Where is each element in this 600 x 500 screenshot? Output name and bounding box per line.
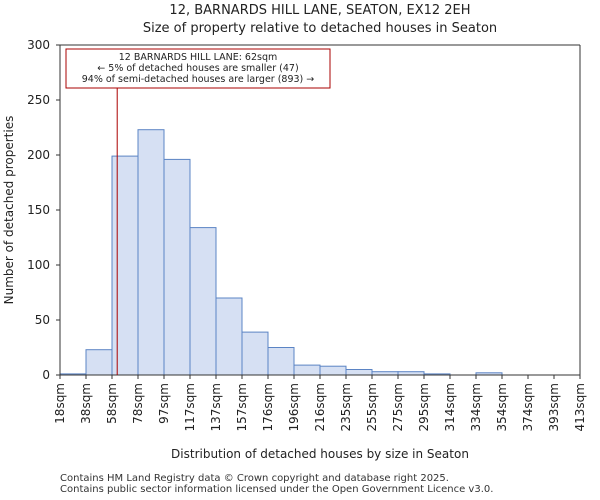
x-tick-label: 58sqm xyxy=(105,383,119,424)
x-tick-label: 176sqm xyxy=(261,383,275,431)
x-tick-label: 413sqm xyxy=(573,383,587,431)
histogram-chart: 12, BARNARDS HILL LANE, SEATON, EX12 2EH… xyxy=(2,3,587,461)
y-tick-label: 150 xyxy=(27,203,50,217)
y-axis-ticks: 0 50 100 150 200 250 300 xyxy=(27,38,60,382)
y-axis-label: Number of detached properties xyxy=(2,116,16,305)
y-tick-label: 100 xyxy=(27,258,50,272)
bar xyxy=(215,297,243,376)
bar xyxy=(293,364,321,376)
x-tick-label: 295sqm xyxy=(417,383,431,431)
x-tick-label: 18sqm xyxy=(53,383,67,424)
annotation-line-3: 94% of semi-detached houses are larger (… xyxy=(82,74,315,85)
x-tick-label: 78sqm xyxy=(131,383,145,424)
x-tick-label: 97sqm xyxy=(157,383,171,424)
y-tick-label: 250 xyxy=(27,93,50,107)
y-tick-label: 300 xyxy=(27,38,50,52)
x-tick-label: 393sqm xyxy=(547,383,561,431)
bar xyxy=(137,129,165,376)
x-tick-label: 275sqm xyxy=(391,383,405,431)
x-axis-label: Distribution of detached houses by size … xyxy=(171,447,469,461)
x-tick-label: 334sqm xyxy=(469,383,483,431)
x-tick-label: 196sqm xyxy=(287,383,301,431)
chart-title: 12, BARNARDS HILL LANE, SEATON, EX12 2EH xyxy=(169,3,470,18)
x-axis-ticks: 18sqm 38sqm 58sqm 78sqm 97sqm 117sqm 137sqm 157… xyxy=(53,375,587,431)
annotation-line-2: ← 5% of detached houses are smaller (47) xyxy=(97,63,298,74)
footer: Contains HM Land Registry data © Crown c… xyxy=(60,473,493,495)
x-tick-label: 255sqm xyxy=(365,383,379,431)
x-tick-label: 216sqm xyxy=(313,383,327,431)
bar xyxy=(85,349,113,376)
x-tick-label: 157sqm xyxy=(235,383,249,431)
x-tick-label: 38sqm xyxy=(79,383,93,424)
bar xyxy=(241,331,269,376)
x-tick-label: 354sqm xyxy=(495,383,509,431)
x-tick-label: 235sqm xyxy=(339,383,353,431)
x-tick-label: 314sqm xyxy=(443,383,457,431)
footer-line-2: Contains public sector information licen… xyxy=(60,484,494,495)
annotation-box xyxy=(65,48,331,89)
y-tick-label: 200 xyxy=(27,148,50,162)
annotation-line-1: 12 BARNARDS HILL LANE: 62sqm xyxy=(119,52,278,63)
bar xyxy=(319,365,347,376)
x-tick-label: 374sqm xyxy=(521,383,535,431)
bars xyxy=(59,129,503,376)
y-tick-label: 0 xyxy=(42,368,50,382)
bar xyxy=(345,369,373,376)
footer-line-1: Contains HM Land Registry data © Crown c… xyxy=(60,473,449,484)
bar xyxy=(267,347,295,376)
x-tick-label: 137sqm xyxy=(209,383,223,431)
x-tick-label: 117sqm xyxy=(183,383,197,431)
chart-subtitle: Size of property relative to detached ho… xyxy=(143,21,497,36)
bar xyxy=(163,158,191,376)
bar xyxy=(111,155,139,376)
bar xyxy=(189,227,217,376)
y-tick-label: 50 xyxy=(35,313,50,327)
